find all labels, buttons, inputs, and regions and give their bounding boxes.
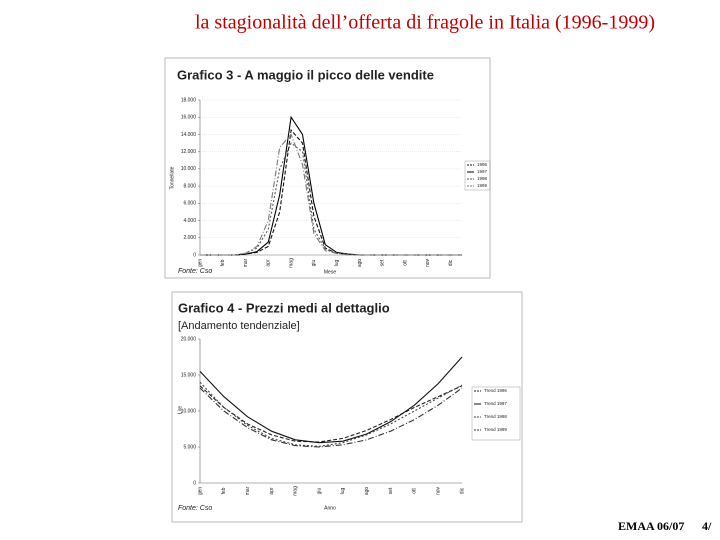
x-axis-label: Anno [324, 505, 336, 511]
x-tick-label: nov [425, 258, 431, 267]
y-tick-label: 10.000 [181, 408, 197, 414]
y-tick-label: 18.000 [181, 97, 197, 103]
x-tick-label: set [388, 487, 394, 494]
chart-title: Grafico 3 - A maggio il picco delle vend… [177, 67, 434, 82]
x-tick-label: lug [334, 259, 340, 266]
series-line [199, 381, 463, 447]
y-tick-label: 20.000 [181, 336, 197, 342]
x-tick-label: giu [311, 259, 317, 266]
y-tick-label: 2.000 [183, 235, 196, 241]
y-tick-label: 15.000 [181, 372, 197, 378]
x-tick-label: ott [412, 488, 418, 494]
source: Fonte: Cso [178, 505, 212, 512]
footer: EMAA 06/07 [618, 519, 684, 533]
chart-frame [164, 57, 491, 279]
series-line [199, 387, 463, 448]
y-axis-label: Lire [177, 406, 183, 415]
y-tick-label: 5.000 [183, 444, 196, 450]
chart-title: Grafico 4 - Prezzi medi al dettaglio [178, 300, 390, 315]
y-axis-label: Tonnellate [169, 166, 175, 189]
x-tick-label: nov [436, 486, 442, 495]
x-tick-label: dic [448, 259, 454, 266]
chart-subtitle: [Andamento tendenziale] [178, 320, 300, 332]
legend-label: Trend 1996 [484, 388, 507, 393]
y-tick-label: 0 [193, 252, 196, 258]
legend-box [471, 386, 521, 441]
legend-label: 1999 [477, 183, 488, 188]
y-tick-label: 16.000 [181, 115, 197, 121]
y-tick-label: 6.000 [183, 201, 196, 207]
x-tick-label: ott [402, 260, 408, 266]
legend-label: 1998 [477, 176, 488, 181]
y-tick-label: 8.000 [183, 183, 196, 189]
x-tick-label: set [380, 259, 386, 266]
legend-label: Trend 1997 [484, 401, 507, 406]
series-line [199, 356, 463, 444]
x-tick-label: gen [197, 259, 203, 268]
x-axis-label: Mese [324, 269, 336, 275]
x-tick-label: mar [245, 486, 251, 495]
source: Fonte: Cso [178, 268, 212, 275]
y-tick-label: 4.000 [183, 218, 196, 224]
legend-label: 1997 [477, 169, 488, 174]
y-tick-label: 10.000 [181, 166, 197, 172]
x-tick-label: mag [293, 486, 299, 496]
chart-frame [171, 291, 523, 523]
x-tick-label: giu [316, 487, 322, 494]
x-tick-label: dic [459, 487, 465, 494]
x-tick-label: mag [288, 258, 294, 268]
series-line [199, 385, 463, 443]
x-tick-label: apr [266, 259, 272, 267]
series-line [200, 115, 462, 256]
legend-label: Trend 1998 [484, 414, 507, 419]
x-tick-label: feb [221, 487, 227, 494]
y-tick-label: 14.000 [181, 132, 197, 138]
legend-label: 1996 [477, 162, 488, 167]
x-tick-label: ago [364, 487, 370, 496]
x-tick-label: gen [197, 487, 203, 496]
page-number: 4/ [702, 519, 712, 533]
x-tick-label: apr [269, 487, 275, 495]
slide-title: la stagionalità dell’offerta di fragole … [195, 12, 655, 34]
x-tick-label: mar [243, 258, 249, 267]
x-tick-label: feb [220, 259, 226, 266]
y-tick-label: 12.000 [181, 149, 197, 155]
x-tick-label: ago [357, 259, 363, 268]
x-tick-label: lug [340, 487, 346, 494]
y-tick-label: 0 [193, 480, 196, 486]
legend-box [464, 160, 491, 191]
legend-label: Trend 1999 [484, 427, 507, 432]
